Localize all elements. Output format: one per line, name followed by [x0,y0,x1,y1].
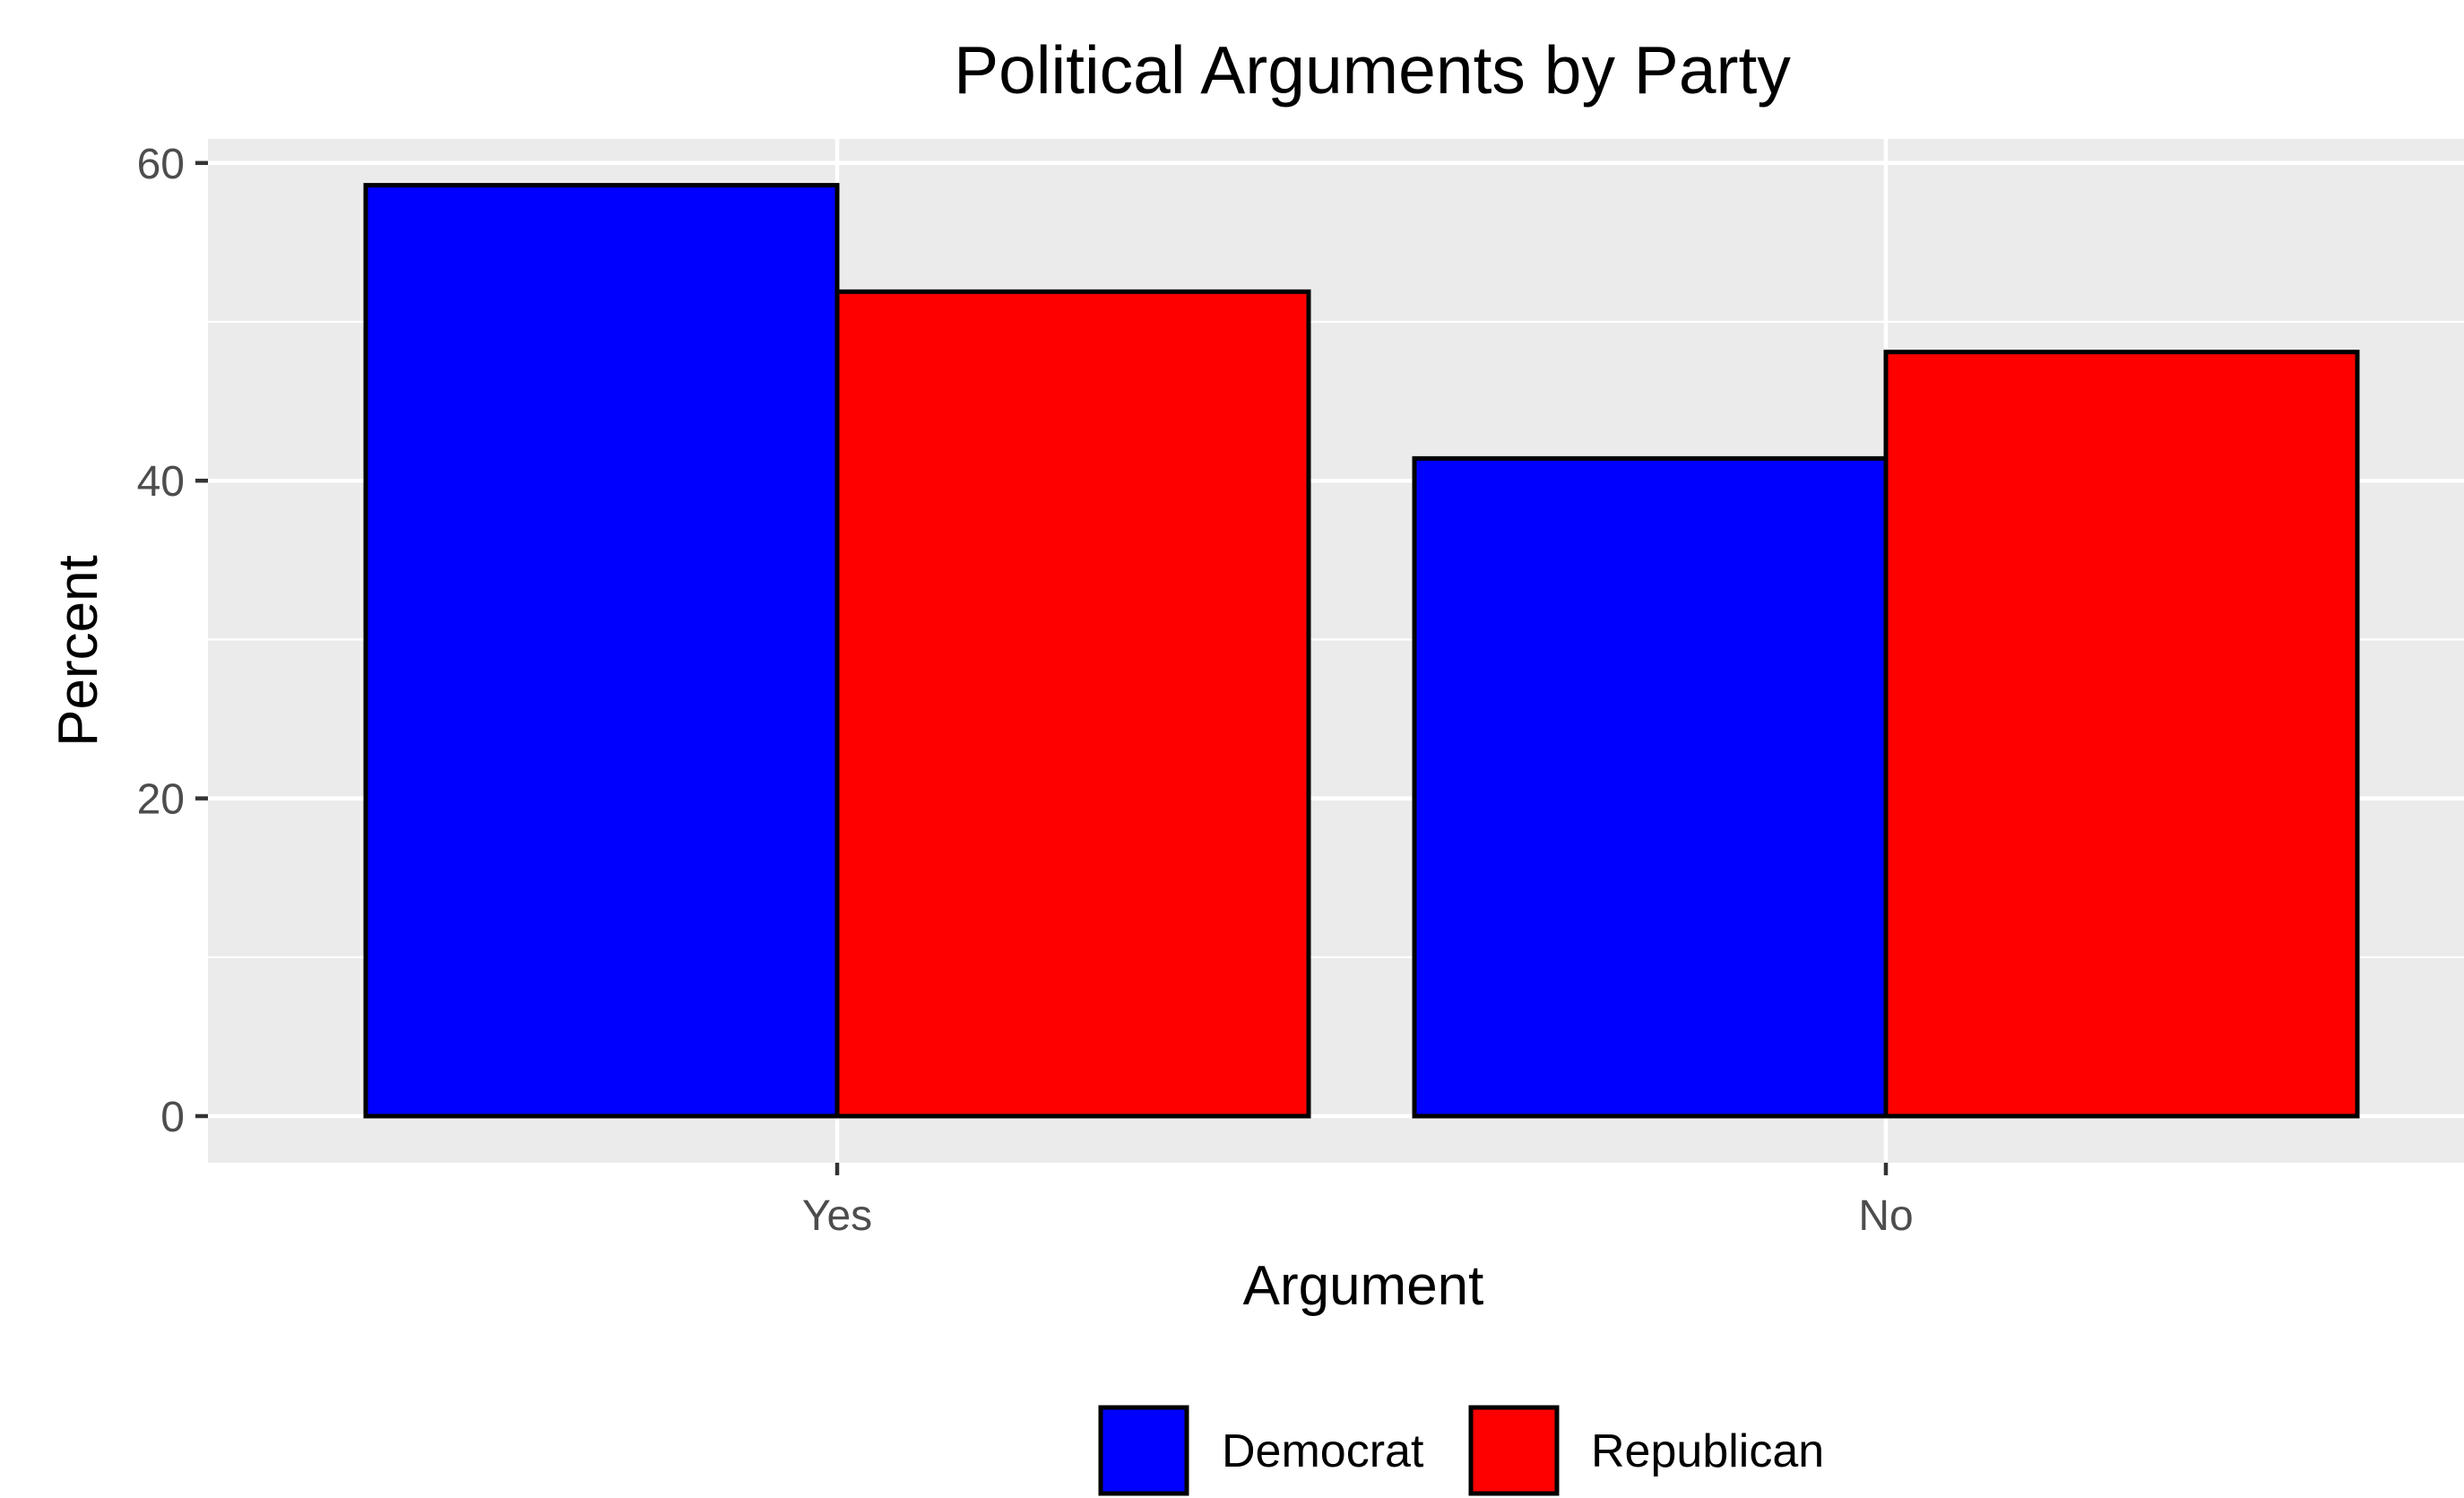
x-tick-label: Yes [802,1192,872,1240]
legend-label-republican: Republican [1591,1425,1824,1477]
x-axis-title: Argument [1243,1255,1484,1317]
bar-republican-no [1883,350,2360,1119]
legend: Democrat Republican [1098,1405,1824,1496]
y-axis-title: Percent [48,555,109,747]
bar-democrat-yes [363,183,840,1119]
bars [363,183,2360,1119]
chart-title: Political Arguments by Party [954,32,1791,108]
bar-democrat-no [1412,455,1889,1119]
y-tick-label: 0 [160,1094,185,1141]
y-tick-label: 20 [137,776,185,824]
legend-key-democrat [1098,1405,1189,1496]
y-tick-label: 40 [137,458,185,506]
axes: 0 20 40 60 Yes No [137,141,1914,1240]
legend-label-democrat: Democrat [1222,1425,1424,1477]
legend-key-republican [1468,1405,1560,1496]
x-tick-label: No [1858,1192,1913,1240]
y-tick-label: 60 [137,141,185,188]
bar-republican-yes [834,289,1311,1119]
